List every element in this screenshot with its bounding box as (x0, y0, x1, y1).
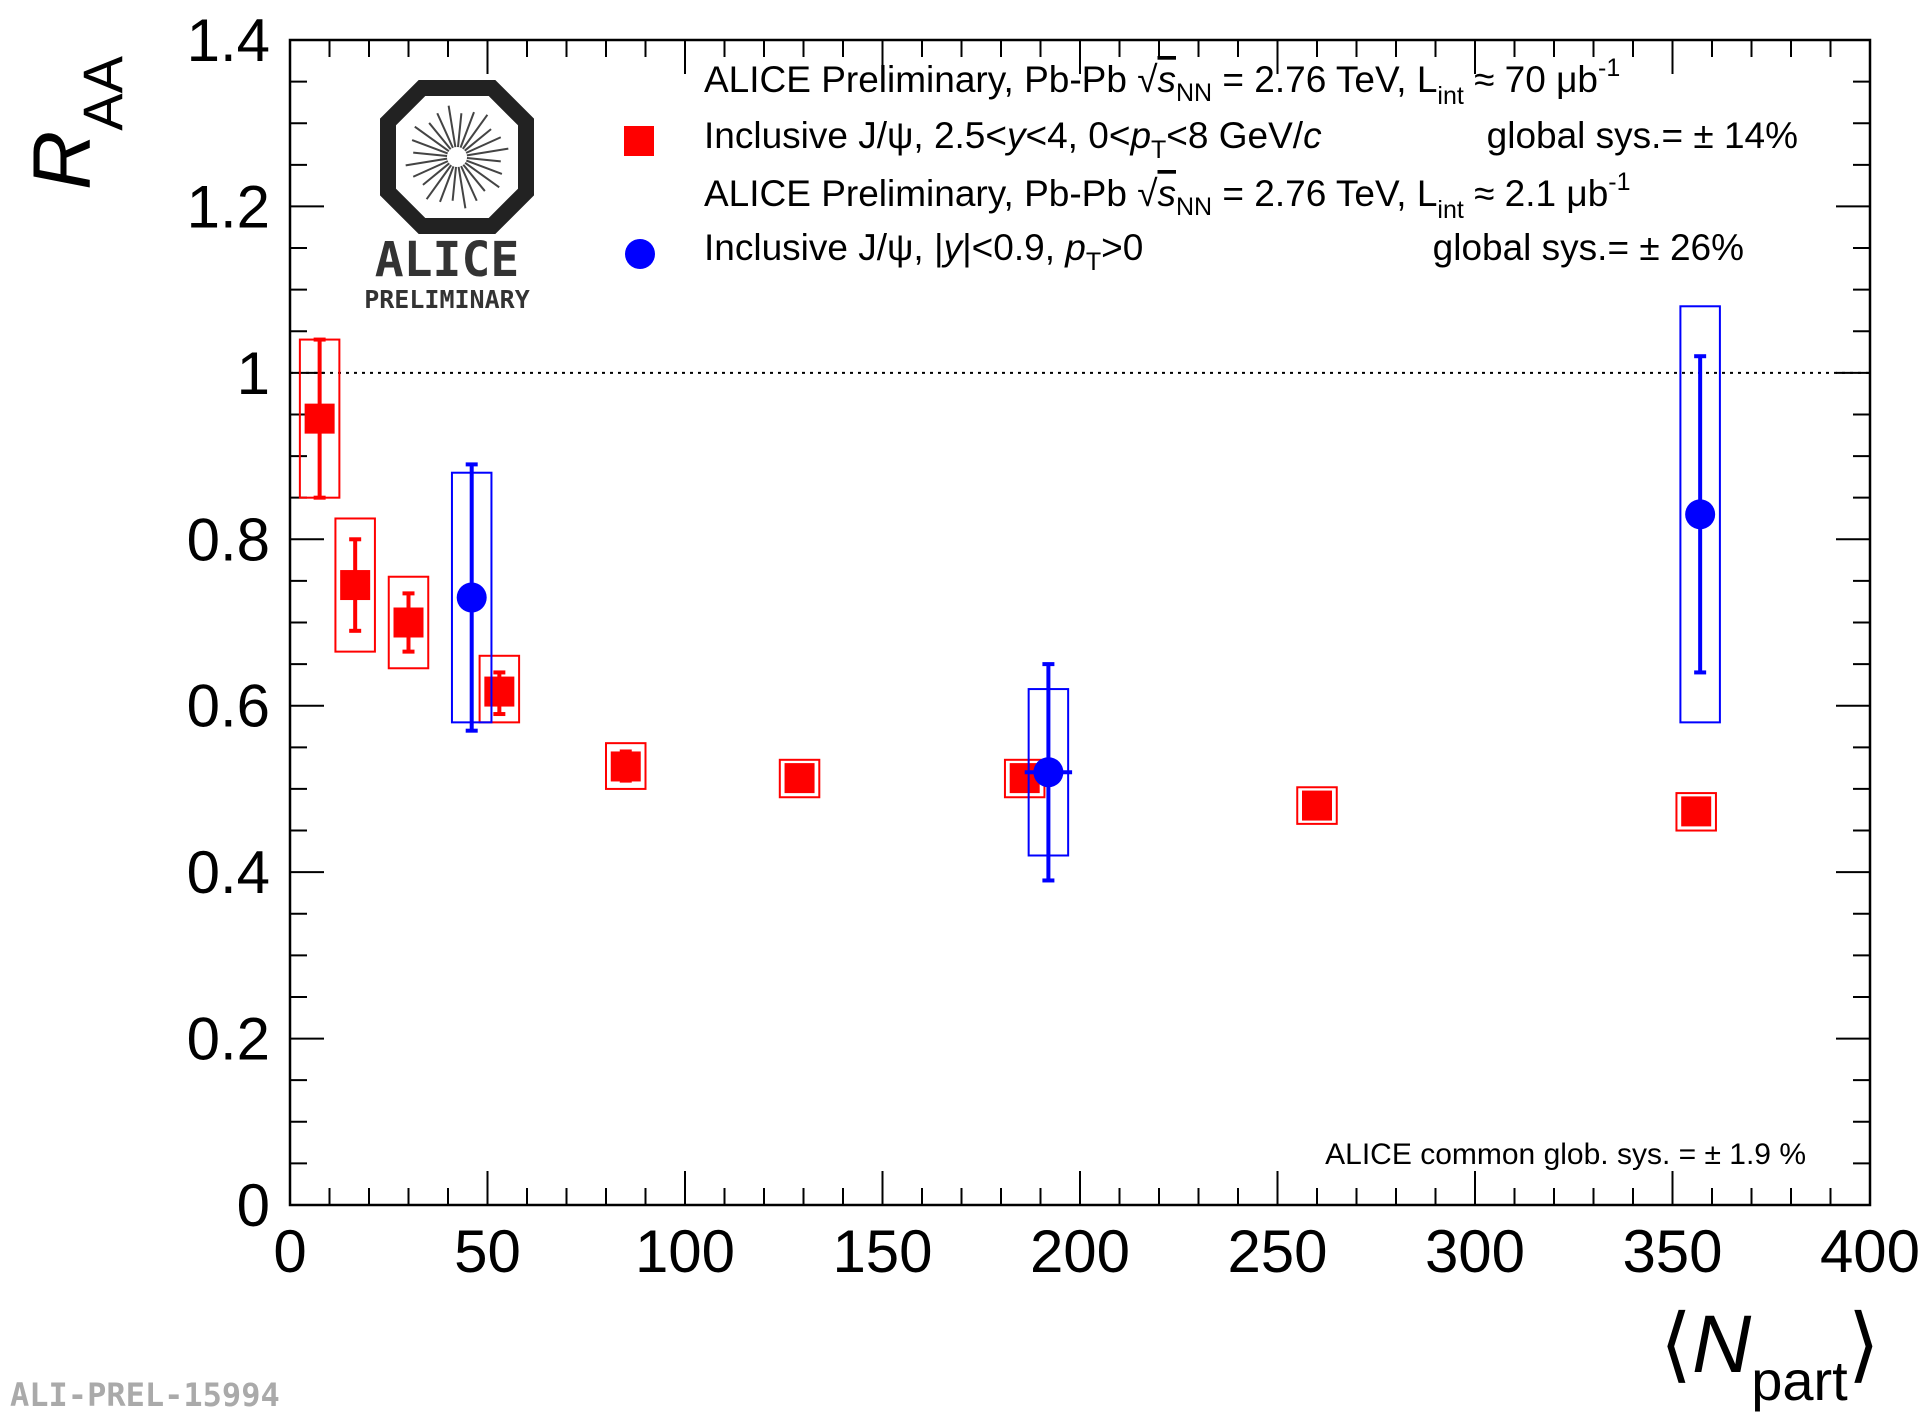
logo-ray (436, 112, 454, 149)
legend-entry-1: Inclusive J/ψ, 2.5<y<4, 0<pT<8 GeV/c (704, 115, 1322, 164)
y-tick-label: 0.2 (187, 1006, 270, 1073)
y-tick-label: 0.8 (187, 506, 270, 573)
y-tick-label: 0 (237, 1172, 270, 1239)
logo-ray (425, 164, 452, 200)
x-tick-label: 150 (832, 1218, 932, 1285)
legend-marker-red-square (624, 126, 654, 156)
x-tick-label: 100 (635, 1218, 735, 1285)
x-axis-ticks (289, 40, 1871, 1205)
plot-frame (288, 38, 1872, 1207)
logo-ray (466, 147, 509, 157)
systematic-box (1679, 305, 1721, 724)
logo-ray (447, 105, 457, 148)
y-axis-title: RAA (17, 55, 134, 190)
data-point-square (610, 751, 641, 782)
data-point-square (1681, 796, 1712, 827)
data-point-square (484, 676, 515, 707)
logo-ray (428, 122, 452, 150)
x-tick-label: 400 (1820, 1218, 1920, 1285)
logo-ray (464, 128, 492, 152)
alice-logo: ALICE PRELIMINARY (364, 80, 534, 314)
y-tick-label: 0.4 (187, 839, 270, 906)
x-tick-label: 350 (1622, 1218, 1722, 1285)
x-tick-label: 200 (1030, 1218, 1130, 1285)
series-mid-rapidity (450, 305, 1721, 883)
systematic-box (1296, 786, 1338, 825)
y-tick-label: 1.4 (187, 7, 270, 74)
y-tick-label: 1 (237, 340, 270, 407)
logo-ray (414, 125, 450, 152)
systematic-box (1675, 792, 1717, 832)
logo-ray (460, 165, 478, 202)
data-point-circle (456, 582, 487, 613)
x-tick-label: 300 (1425, 1218, 1525, 1285)
legend: ALICE Preliminary, Pb-Pb √sNN = 2.76 TeV… (624, 54, 1798, 276)
systematic-box (387, 575, 430, 670)
alice-logo-rays (405, 105, 509, 209)
legend-entry-2: Inclusive J/ψ, |y|<0.9, pT>0 (704, 227, 1143, 276)
logo-ray (439, 165, 455, 203)
y-axis-ticks (290, 39, 1870, 1206)
logo-ray (462, 114, 489, 150)
logo-ray (411, 139, 449, 155)
legend-header-1: ALICE Preliminary, Pb-Pb √sNN = 2.76 TeV… (704, 54, 1620, 110)
logo-ray (465, 159, 503, 175)
systematic-box (478, 654, 521, 724)
x-tick-label: 50 (454, 1218, 521, 1285)
legend-sys-1: global sys.= ± 14% (1487, 115, 1798, 156)
data-point-square (393, 607, 424, 638)
logo-ray (451, 166, 457, 201)
data-point-square (1302, 790, 1332, 821)
alice-logo-text: ALICE (375, 232, 520, 288)
logo-ray (457, 113, 463, 148)
systematic-box (778, 758, 821, 799)
data-point-square (304, 403, 335, 434)
x-tick-label: 250 (1227, 1218, 1327, 1285)
systematic-box (334, 517, 376, 653)
y-axis-tick-labels: 0 0.2 0.4 0.6 0.8 1 1.2 1.4 (187, 7, 270, 1239)
y-tick-label: 1.2 (187, 173, 270, 240)
logo-ray (422, 162, 450, 186)
figure-id: ALI-PREL-15994 (10, 1376, 280, 1414)
legend-header-2: ALICE Preliminary, Pb-Pb √sNN = 2.76 TeV… (704, 168, 1631, 224)
systematic-box (605, 742, 647, 790)
data-point-circle (1685, 499, 1716, 530)
x-axis-tick-labels: 0 50 100 150 200 250 300 350 400 (273, 1218, 1920, 1285)
alice-logo-octagon (380, 80, 534, 234)
series-forward-rapidity (298, 337, 1717, 832)
data-point-square (784, 763, 815, 794)
logo-ray (459, 111, 475, 149)
x-tick-label: 0 (273, 1218, 306, 1285)
logo-ray (413, 151, 448, 157)
logo-ray (412, 160, 449, 178)
data-point-circle (1033, 757, 1064, 788)
logo-ray (466, 157, 501, 163)
logo-ray (465, 136, 502, 154)
logo-ray (457, 166, 467, 209)
y-tick-label: 0.6 (187, 673, 270, 740)
x-axis-title: ⟨Npart⟩ (1660, 1299, 1880, 1412)
common-sys-annotation: ALICE common glob. sys. = ± 1.9 % (1325, 1138, 1806, 1171)
legend-marker-blue-circle (625, 239, 655, 269)
legend-sys-2: global sys.= ± 26% (1433, 227, 1744, 268)
alice-logo-subtext: PRELIMINARY (364, 285, 530, 314)
logo-ray (464, 162, 500, 189)
logo-ray (405, 157, 448, 167)
logo-ray (462, 164, 486, 192)
data-point-square (340, 570, 371, 601)
